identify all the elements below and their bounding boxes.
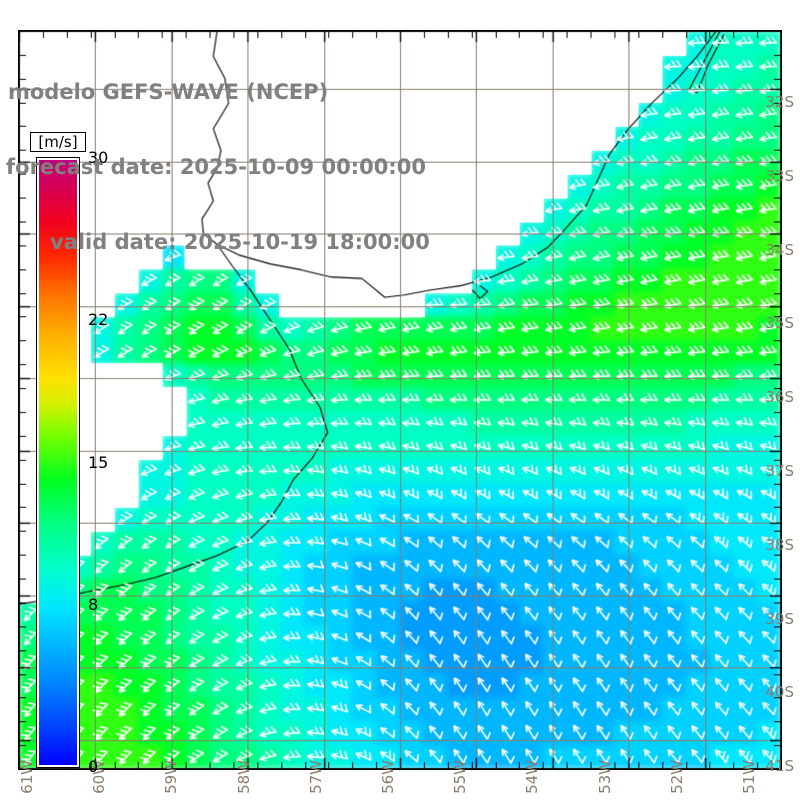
colorbar-tick-8: 8 (88, 594, 99, 614)
colorbar-tick-15: 15 (88, 452, 109, 472)
colorbar-units-label: [m/s] (30, 132, 86, 152)
colorbar-tick-0: 0 (88, 757, 99, 776)
colorbar-tick-22: 22 (88, 310, 109, 330)
colorbar-gradient (36, 157, 80, 768)
plot-area (18, 30, 782, 770)
gridline-layer (19, 31, 781, 769)
colorbar-tick-30: 30 (88, 148, 109, 167)
